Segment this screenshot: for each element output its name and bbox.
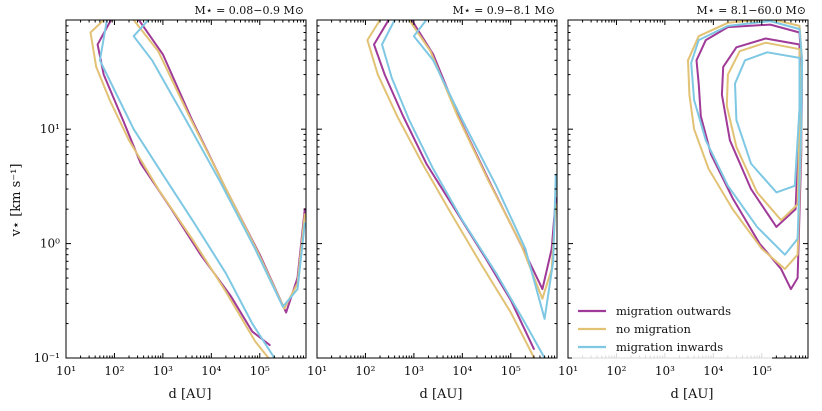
contour-no-migration-1 <box>366 20 536 358</box>
panel-2-title: M⋆ = 0.9−8.1 M⊙ <box>452 4 555 17</box>
panel-3: 10¹ 10² 10³ 10⁴ 10⁵ M⋆ = 8.1−60.0 M⊙ <box>558 4 809 378</box>
panel-3-title: M⋆ = 8.1−60.0 M⊙ <box>696 4 806 17</box>
x-axis-label-panel-3: d [AU] <box>671 387 714 402</box>
x-tick-label: 10⁴ <box>452 364 472 378</box>
x-axis-label-panel-1: d [AU] <box>169 387 212 402</box>
x-tick-label: 10⁵ <box>250 364 270 378</box>
x-tick-label: 10⁴ <box>201 364 221 378</box>
x-tick-label: 10³ <box>153 364 173 378</box>
contour-migration-inwards-2 <box>132 20 306 308</box>
contour-migration-inwards-2 <box>412 20 557 320</box>
y-tick-label: 10⁰ <box>40 237 60 251</box>
contour-migration-inwards-1 <box>381 20 546 358</box>
x-tick-label: 10³ <box>655 364 675 378</box>
x-tick-label: 10⁴ <box>703 364 723 378</box>
panel-1-contours <box>89 20 306 358</box>
contour-no-migration-2 <box>725 41 802 222</box>
contour-migration-inwards-1 <box>98 20 276 358</box>
y-axis-label: v⋆ [km s⁻¹] <box>9 164 24 238</box>
x-tick-label: 10² <box>104 364 124 378</box>
panel-1: 10¹ 10² 10³ 10⁴ 10⁵ 10⁻¹ 10⁰ 10¹ M⋆ = 0.08−0.9 M… <box>34 4 307 378</box>
x-tick-label: 10¹ <box>56 364 76 378</box>
legend: migration outwards no migration migratio… <box>572 298 772 360</box>
y-tick-label: 10⁻¹ <box>34 351 60 365</box>
x-tick-label: 10¹ <box>558 364 578 378</box>
contour-migration-outwards-1 <box>373 20 535 350</box>
contour-migration-inwards-1 <box>690 20 804 256</box>
contour-migration-inwards-2 <box>734 51 801 194</box>
x-tick-label: 10³ <box>404 364 424 378</box>
panel-1-title: M⋆ = 0.08−0.9 M⊙ <box>194 4 304 17</box>
legend-label-no-migration: no migration <box>616 322 692 336</box>
y-tick-label: 10¹ <box>40 122 60 136</box>
panel-2: 10¹ 10² 10³ 10⁴ 10⁵ M⋆ = 0.9−8.1 M⊙ <box>307 4 558 378</box>
contour-migration-outwards-2 <box>720 37 802 228</box>
panel-3-contours <box>687 20 804 291</box>
x-tick-label: 10² <box>355 364 375 378</box>
legend-label-migration-inwards: migration inwards <box>616 340 723 354</box>
legend-label-migration-outwards: migration outwards <box>616 304 731 318</box>
contour-no-migration-2 <box>132 20 306 310</box>
panels-layer: 10¹ 10² 10³ 10⁴ 10⁵ 10⁻¹ 10⁰ 10¹ M⋆ = 0.08−0.9 M… <box>34 4 809 378</box>
panel-2-contours <box>366 20 557 358</box>
contour-migration-outwards-1 <box>96 20 271 346</box>
contour-no-migration-1 <box>89 20 270 358</box>
x-axis-label-panel-2: d [AU] <box>420 387 463 402</box>
x-tick-label: 10¹ <box>307 364 327 378</box>
x-tick-label: 10⁵ <box>752 364 772 378</box>
x-tick-label: 10² <box>606 364 626 378</box>
x-tick-label: 10⁵ <box>501 364 521 378</box>
